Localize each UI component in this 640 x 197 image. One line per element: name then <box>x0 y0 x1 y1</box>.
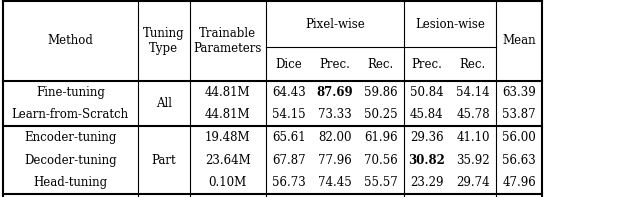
Text: 61.96: 61.96 <box>364 131 397 144</box>
Text: 45.84: 45.84 <box>410 108 444 121</box>
Text: 56.73: 56.73 <box>272 176 305 189</box>
Text: 50.25: 50.25 <box>364 108 397 121</box>
Text: 23.64M: 23.64M <box>205 154 251 166</box>
Text: 73.33: 73.33 <box>318 108 351 121</box>
Text: Part: Part <box>152 154 176 166</box>
Text: 55.57: 55.57 <box>364 176 397 189</box>
Text: 44.81M: 44.81M <box>205 86 251 98</box>
Text: Mean: Mean <box>502 34 536 47</box>
Text: 70.56: 70.56 <box>364 154 397 166</box>
Text: All: All <box>156 97 172 110</box>
Text: 77.96: 77.96 <box>318 154 351 166</box>
Text: 54.14: 54.14 <box>456 86 490 98</box>
Text: 45.78: 45.78 <box>456 108 490 121</box>
Text: 44.81M: 44.81M <box>205 108 251 121</box>
Text: 64.43: 64.43 <box>272 86 305 98</box>
Text: 56.63: 56.63 <box>502 154 536 166</box>
Text: 56.00: 56.00 <box>502 131 536 144</box>
Text: 63.39: 63.39 <box>502 86 536 98</box>
Text: Rec.: Rec. <box>367 58 394 71</box>
Text: 87.69: 87.69 <box>316 86 353 98</box>
Text: Fine-tuning: Fine-tuning <box>36 86 105 98</box>
Text: Tuning
Type: Tuning Type <box>143 27 185 55</box>
Text: Rec.: Rec. <box>460 58 486 71</box>
Text: Pixel-wise: Pixel-wise <box>305 18 365 31</box>
Text: 29.36: 29.36 <box>410 131 444 144</box>
Text: Method: Method <box>47 34 93 47</box>
Text: 23.29: 23.29 <box>410 176 444 189</box>
Text: 82.00: 82.00 <box>318 131 351 144</box>
Text: Prec.: Prec. <box>412 58 442 71</box>
Text: 30.82: 30.82 <box>408 154 445 166</box>
Text: Prec.: Prec. <box>319 58 350 71</box>
Text: Trainable
Parameters: Trainable Parameters <box>194 27 262 55</box>
Text: Decoder-tuning: Decoder-tuning <box>24 154 116 166</box>
Text: 19.48M: 19.48M <box>205 131 251 144</box>
Text: Encoder-tuning: Encoder-tuning <box>24 131 116 144</box>
Text: 29.74: 29.74 <box>456 176 490 189</box>
Text: 35.92: 35.92 <box>456 154 490 166</box>
Text: 47.96: 47.96 <box>502 176 536 189</box>
Text: 65.61: 65.61 <box>272 131 305 144</box>
Text: 59.86: 59.86 <box>364 86 397 98</box>
Text: 67.87: 67.87 <box>272 154 305 166</box>
Text: 41.10: 41.10 <box>456 131 490 144</box>
Text: 53.87: 53.87 <box>502 108 536 121</box>
Text: Dice: Dice <box>275 58 302 71</box>
Text: 50.84: 50.84 <box>410 86 444 98</box>
Text: Learn-from-Scratch: Learn-from-Scratch <box>12 108 129 121</box>
Text: 74.45: 74.45 <box>318 176 351 189</box>
Text: Lesion-wise: Lesion-wise <box>415 18 485 31</box>
Text: 0.10M: 0.10M <box>209 176 247 189</box>
Text: 54.15: 54.15 <box>272 108 305 121</box>
Text: Head-tuning: Head-tuning <box>33 176 108 189</box>
